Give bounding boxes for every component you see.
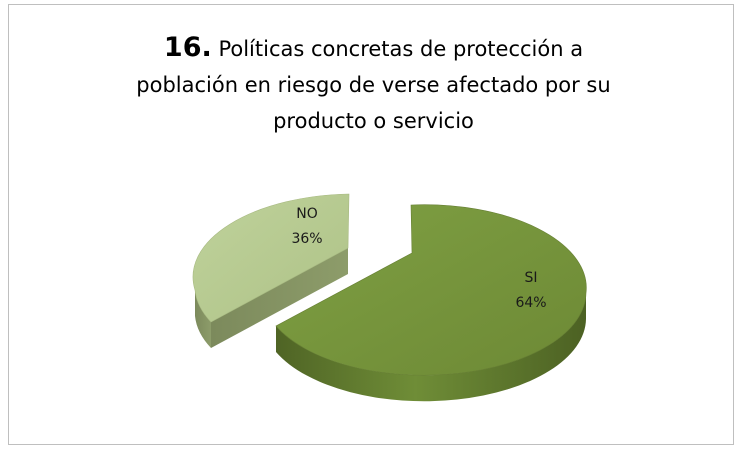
slice-no-side-curved (195, 290, 211, 348)
title-text-line-1: Políticas concretas de protección a (218, 37, 584, 61)
slice-no-top (192, 193, 350, 323)
chart-title: 16. Políticas concretas de protección a … (0, 30, 747, 139)
slice-si-top (275, 204, 587, 376)
slice-si-side-curved (276, 293, 586, 402)
title-line-2: población en riesgo de verse afectado po… (136, 73, 611, 97)
slice-si-percent: 64% (515, 295, 546, 311)
slice-si (275, 204, 587, 402)
title-line-3: producto o servicio (273, 109, 474, 133)
title-number: 16. (163, 32, 212, 63)
slice-no (192, 193, 350, 348)
slice-si-label: SI (524, 270, 537, 286)
slice-no-side-cut (211, 248, 348, 348)
slice-no-label: NO (296, 206, 318, 222)
slice-no-percent: 36% (291, 231, 322, 247)
data-labels: NO 36% SI 64% (291, 206, 546, 311)
title-line-1: 16. Políticas concretas de protección a (0, 30, 747, 67)
